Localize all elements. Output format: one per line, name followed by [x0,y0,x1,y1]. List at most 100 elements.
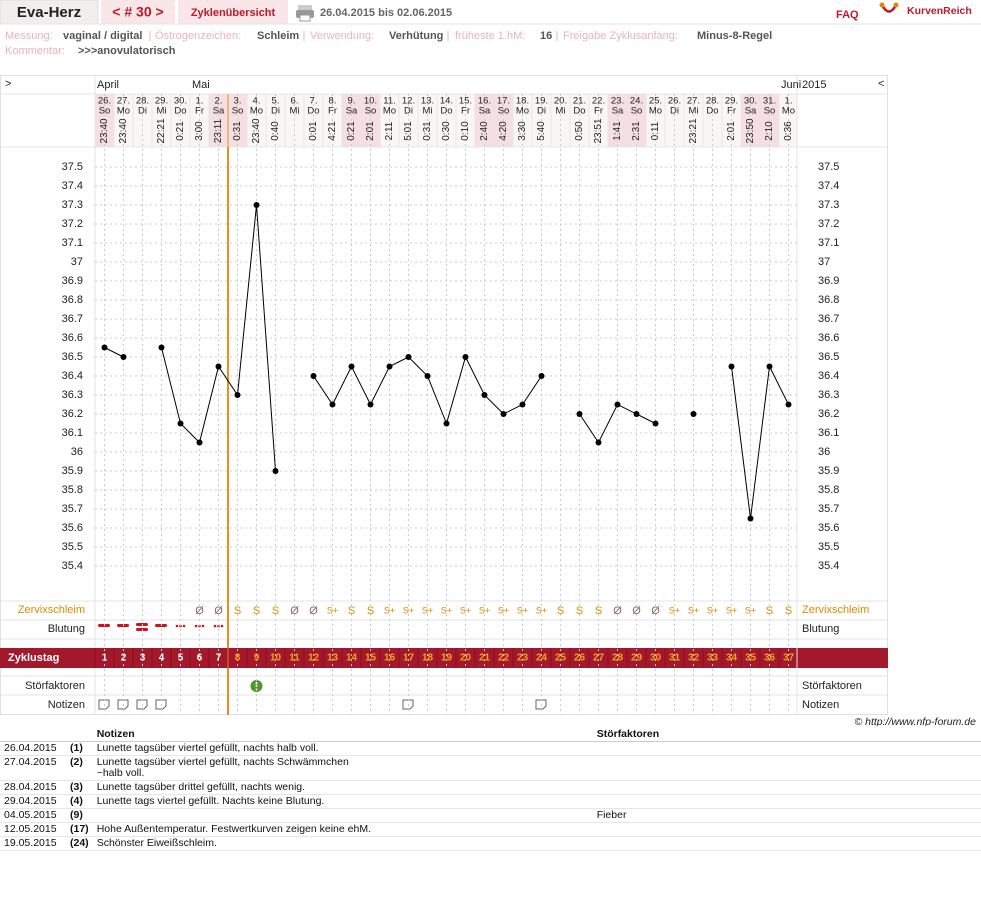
weekday-label: Fr [328,106,337,117]
date-label: 20. [554,96,567,107]
note-date: 04.05.2015 [0,808,66,823]
y-tick-label: 35.7 [818,503,839,515]
mucus-symbol: S+ [441,605,452,615]
date-label: 6. [291,96,299,107]
date-label: 13. [421,96,434,107]
month-label: Mai [192,79,210,91]
weekday-label: Do [573,106,585,117]
user-name[interactable]: Eva-Herz [17,4,81,21]
row-label: Notizen [802,699,839,711]
temperature-point [538,373,545,379]
date-label: 27. [687,96,700,107]
temperature-point [766,363,773,370]
head-factors: Störfaktoren [592,728,981,742]
cycle-day: 1 [102,653,108,664]
date-label: 18. [516,96,529,107]
info-label: Freigabe Zyklusanfang: [563,30,678,42]
time-label: 0:30 [441,121,452,141]
cycle-day: 36 [764,653,776,664]
cycle-day: 10 [270,653,282,664]
cycle-nav[interactable]: < # 30 > [112,4,163,20]
date-label: 30. [744,96,757,107]
info-label: Kommentar: [5,45,65,57]
cycle-day: 7 [216,653,222,664]
y-tick-label: 37.2 [818,218,839,230]
overview-link[interactable]: Zyklenübersicht [191,7,276,19]
cycle-day: 17 [403,653,415,664]
time-label: 2:31 [631,121,642,141]
y-tick-label: 35.5 [818,541,839,553]
note-day: (2) [66,755,93,781]
mucus-symbol: S+ [327,605,338,615]
note-date: 26.04.2015 [0,741,66,756]
temperature-point [405,354,412,360]
temperature-point [120,354,127,360]
cycle-day: 4 [159,653,165,664]
info-value: vaginal / digital [63,30,142,42]
temperature-point [785,401,792,408]
weekday-label: Di [404,106,413,117]
mucus-symbol: Ø [195,605,204,617]
note-day: (4) [66,794,93,809]
weekday-label: Fr [195,106,204,117]
y-tick-label: 36.4 [62,370,83,382]
weekday-label: Mi [555,106,565,117]
temperature-point [595,439,602,446]
date-label: 22. [592,96,605,107]
time-label: 4:20 [498,121,509,141]
note-factor [592,741,981,756]
cycle-day: 33 [707,653,719,664]
y-tick-label: 36.3 [818,389,839,401]
overview-box [178,0,288,24]
y-tick-label: 37.2 [62,218,83,230]
date-label: 21. [573,96,586,107]
cycle-day: 27 [593,653,605,664]
y-tick-label: 37.1 [818,237,839,249]
row-label: Störfaktoren [25,680,85,692]
time-label: 0:10 [460,121,471,141]
cycle-day: 11 [289,653,300,664]
temperature-point [652,420,659,427]
date-label: 28. [706,96,719,107]
y-tick-label: 37.4 [818,180,839,192]
weekday-label: Do [174,106,186,117]
logo-text[interactable]: KurvenReich [907,5,972,17]
mucus-symbol: S+ [517,605,528,615]
time-label: 23:40 [118,118,129,143]
mucus-symbol: S+ [479,605,490,615]
temperature-point [158,344,165,351]
weekday-label: Di [138,106,147,117]
note-day: (17) [66,822,93,837]
time-label: 22:21 [156,118,167,143]
month-label: April [97,79,119,91]
mucus-symbol: S+ [707,605,718,615]
mucus-symbol: S [785,605,792,617]
row-rules [0,75,888,715]
info-value: Minus-8-Regel [697,30,772,42]
time-label: 2:01 [365,121,376,141]
y-tick-label: 35.4 [62,560,83,572]
temperature-point [329,401,336,408]
y-tick-label: 36.9 [818,275,839,287]
y-tick-label: 36.3 [62,389,83,401]
print-icon[interactable] [296,5,314,22]
note-factor: Fieber [592,808,981,823]
logo-icon[interactable] [879,2,899,13]
y-tick-label: 35.6 [818,522,839,534]
prev-button[interactable]: > [5,78,11,90]
temperature-point [310,373,317,379]
date-label: 29. [155,96,168,107]
mucus-symbol: S+ [384,605,395,615]
next-button[interactable]: < [878,78,884,90]
mucus-symbol: S+ [403,605,414,615]
cycle-day: 21 [479,653,491,664]
date-label: 12. [402,96,415,107]
temperature-point [367,401,374,408]
cycle-day: 12 [308,653,320,664]
mucus-symbol: Ø [632,605,641,617]
y-tick-label: 35.8 [62,484,83,496]
temperature-point [386,363,393,370]
time-label: 3:30 [517,121,528,141]
faq-link[interactable]: FAQ [836,9,859,21]
time-label: 3:00 [194,121,205,141]
